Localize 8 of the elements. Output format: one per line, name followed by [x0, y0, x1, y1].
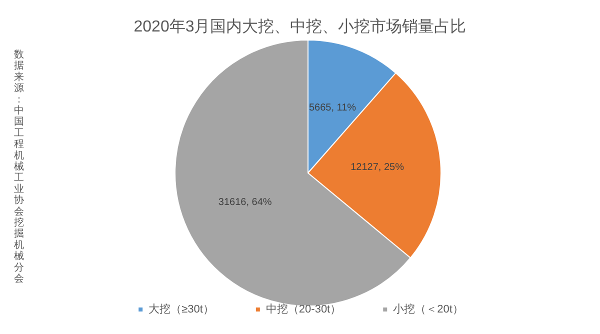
legend-label: 小挖（＜20t） — [393, 302, 464, 316]
data-label: 31616, 64% — [218, 197, 272, 208]
data-label: 5665, 11% — [308, 102, 356, 114]
data-label: 12127, 25% — [350, 162, 404, 173]
text: 数据来源：中国工程机械工业协会挖掘机械分会 — [14, 50, 24, 284]
legend-label: 大挖（≥30t） — [148, 302, 214, 316]
legend-label: 中挖（20-30t） — [266, 302, 342, 316]
chart-title: 2020年3月国内大挖、中挖、小挖市场销量占比 — [134, 18, 466, 36]
